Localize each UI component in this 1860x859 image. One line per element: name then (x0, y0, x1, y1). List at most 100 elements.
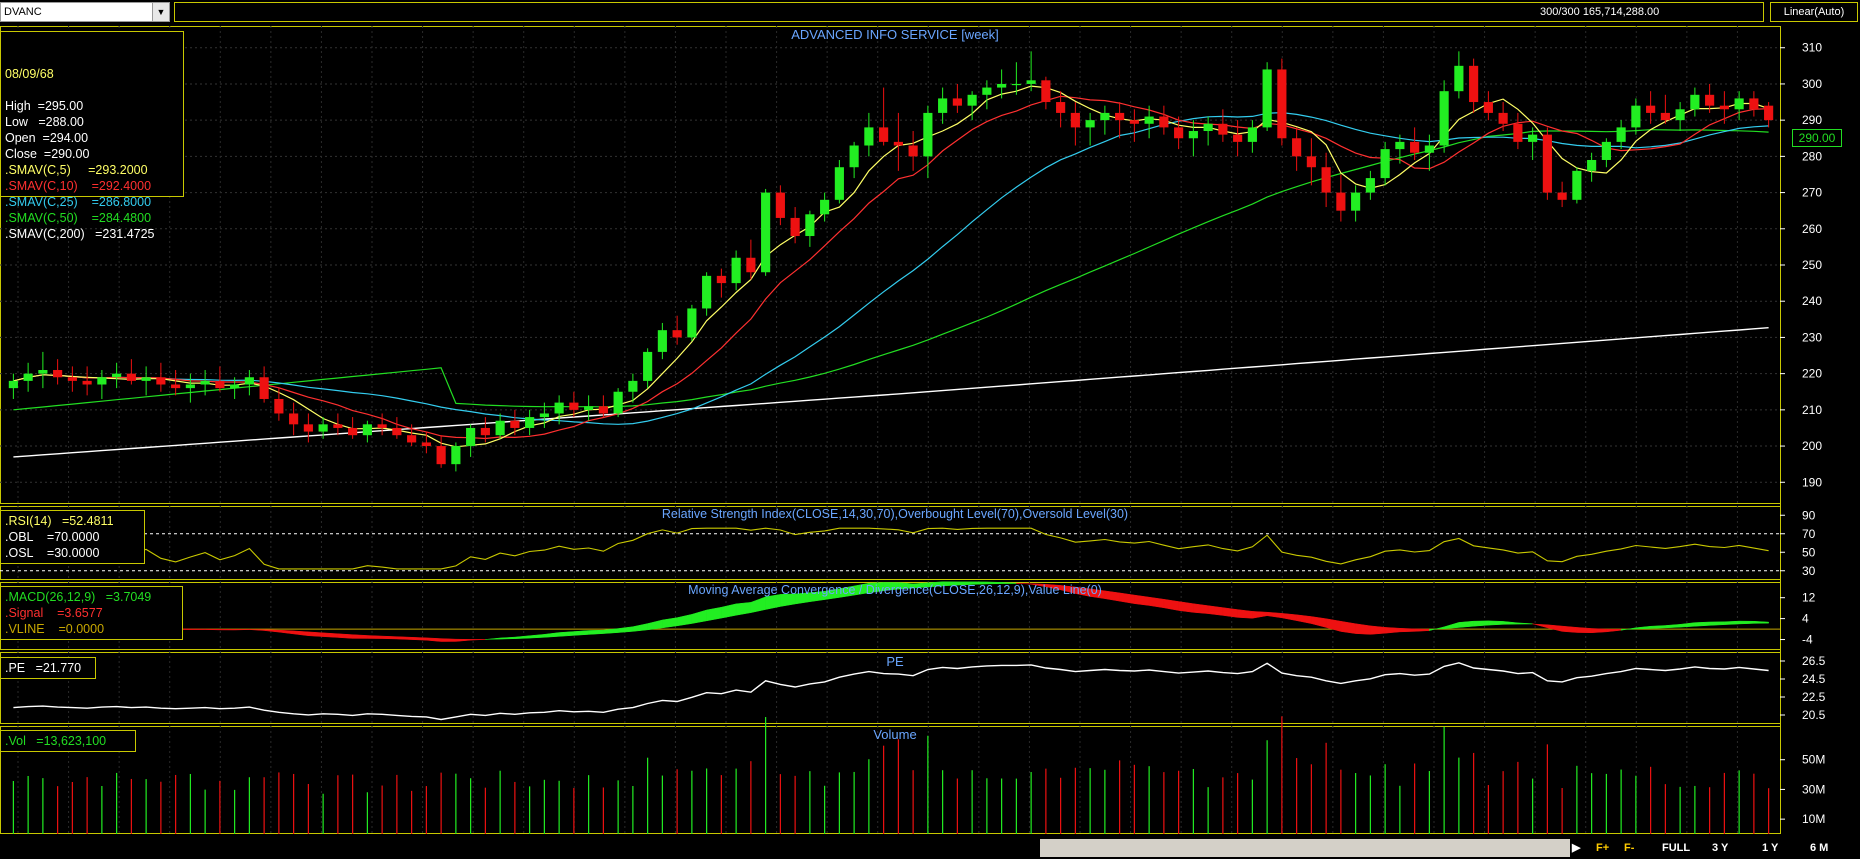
candle-body (421, 442, 431, 447)
candle-body (952, 98, 962, 106)
candle-body (1483, 102, 1493, 113)
rsi_legend-0: .RSI(14) =52.4811 (5, 514, 114, 528)
candle-body (171, 384, 181, 389)
macd-histogram-band (1384, 627, 1401, 634)
candle-body (1631, 105, 1641, 128)
candle-body (1233, 134, 1243, 142)
candle-body (731, 257, 741, 284)
candle-body (613, 391, 623, 414)
candle-body (53, 370, 63, 378)
macd-histogram-band (249, 629, 265, 631)
symbol-value: DVANC (4, 6, 42, 18)
legend-date: 08/09/68 (5, 67, 54, 81)
range-1y-button[interactable]: 1 Y (1762, 842, 1779, 854)
macd-histogram-band (396, 636, 412, 640)
zoom-out-button[interactable]: F- (1624, 842, 1635, 854)
candle-body (1026, 80, 1036, 84)
candle-body (525, 417, 535, 428)
pe-legend: .PE =21.770 (0, 657, 96, 679)
candle-body (495, 420, 505, 436)
candle-body (1454, 65, 1464, 92)
candle-body (1365, 178, 1375, 193)
price_legend-line-4: .SMAV(C,5) =293.2000 (5, 163, 148, 177)
candle-body (392, 427, 402, 436)
candle-body (1469, 65, 1479, 103)
macd-histogram-band (1724, 620, 1740, 625)
candle-body (849, 145, 859, 168)
macd-histogram-band (1193, 603, 1209, 614)
candle-body (1306, 156, 1316, 168)
macd-histogram-band (411, 636, 427, 641)
macd-histogram-band (1207, 605, 1224, 616)
macd-histogram-band (721, 603, 737, 619)
range-6m-button[interactable]: 6 M (1810, 842, 1829, 854)
macd-histogram-band (293, 630, 309, 637)
candle-body (215, 380, 225, 389)
macd-histogram-band (1502, 621, 1519, 625)
macd-histogram-band (1222, 607, 1238, 618)
rsi-panel-title: Relative Strength Index(CLOSE,14,30,70),… (661, 507, 1129, 521)
candle-body (908, 145, 918, 157)
macd-histogram-band (190, 628, 206, 630)
candle-body (864, 127, 874, 146)
price-tick-label: 230 (1802, 330, 1822, 344)
macd-histogram-band (1458, 620, 1474, 628)
macd-histogram-band (1281, 613, 1297, 621)
candle-body (318, 424, 328, 432)
candle-body (274, 398, 284, 414)
volume-tick-label: 10M (1802, 812, 1825, 826)
candle-body (1380, 149, 1390, 179)
candle-body (1218, 123, 1228, 135)
sma5-line (13, 85, 1769, 448)
rsi-legend: .RSI(14) =52.4811 .OBL =70.0000 .OSL =30.0… (0, 510, 145, 564)
macd-histogram-band (337, 633, 353, 639)
candle-body (1262, 69, 1272, 128)
horizontal-scrollbar[interactable] (1040, 839, 1570, 857)
candle-body (716, 275, 726, 284)
range-3y-button[interactable]: 3 Y (1712, 842, 1729, 854)
price_legend-line-8: .SMAV(C,200) =231.4725 (5, 227, 155, 241)
macd-histogram-band (1266, 611, 1283, 619)
macd-histogram-band (381, 635, 398, 640)
scale-mode-button[interactable]: Linear(Auto) (1770, 2, 1858, 22)
range-full-button[interactable]: FULL (1662, 842, 1691, 854)
candle-body (141, 377, 151, 381)
macd-histogram-band (1473, 620, 1489, 627)
volume-panel-title: Volume (873, 727, 917, 742)
macd-histogram-band (1679, 622, 1696, 628)
candle-body (480, 427, 490, 436)
macd-histogram-band (1650, 625, 1666, 629)
candle-body (1129, 120, 1139, 124)
candle-body (244, 377, 254, 385)
macd-histogram-band (691, 609, 707, 624)
volume-tick-label: 50M (1802, 753, 1825, 767)
scroll-right-icon[interactable]: ▶ (1572, 842, 1581, 854)
panel-frame-vol (0, 726, 1781, 834)
chevron-down-icon[interactable]: ▼ (152, 3, 169, 21)
candle-body (1616, 127, 1626, 142)
volume-tick-label: 30M (1802, 782, 1825, 796)
macd-histogram-band (1355, 623, 1371, 635)
candle-body (112, 373, 122, 378)
macd-histogram-band (1148, 596, 1165, 609)
candle-body (820, 199, 830, 215)
macd-histogram-band (735, 602, 752, 616)
macd-histogram-band (234, 629, 250, 631)
symbol-select[interactable]: DVANC ▼ (0, 2, 170, 22)
candle-body (1705, 94, 1715, 106)
pe-tick-label: 20.5 (1802, 708, 1826, 722)
chart-area[interactable]: 310 300 290 280 270 260 250 240 230 220 210 200 190 9… (0, 26, 1860, 836)
candle-body (598, 406, 608, 414)
macd-histogram-band (204, 628, 221, 631)
candle-body (657, 330, 667, 352)
macd-tick-label: 4 (1802, 612, 1809, 626)
zoom-in-button[interactable]: F+ (1596, 842, 1610, 854)
candle-body (1011, 83, 1021, 86)
macd-histogram-band (1443, 622, 1460, 630)
candle-body (1690, 94, 1700, 110)
macd-histogram-band (662, 617, 678, 629)
candle-body (746, 257, 756, 273)
candle-body (982, 87, 992, 95)
macd-histogram-band (676, 614, 693, 627)
candle-body (185, 384, 195, 389)
